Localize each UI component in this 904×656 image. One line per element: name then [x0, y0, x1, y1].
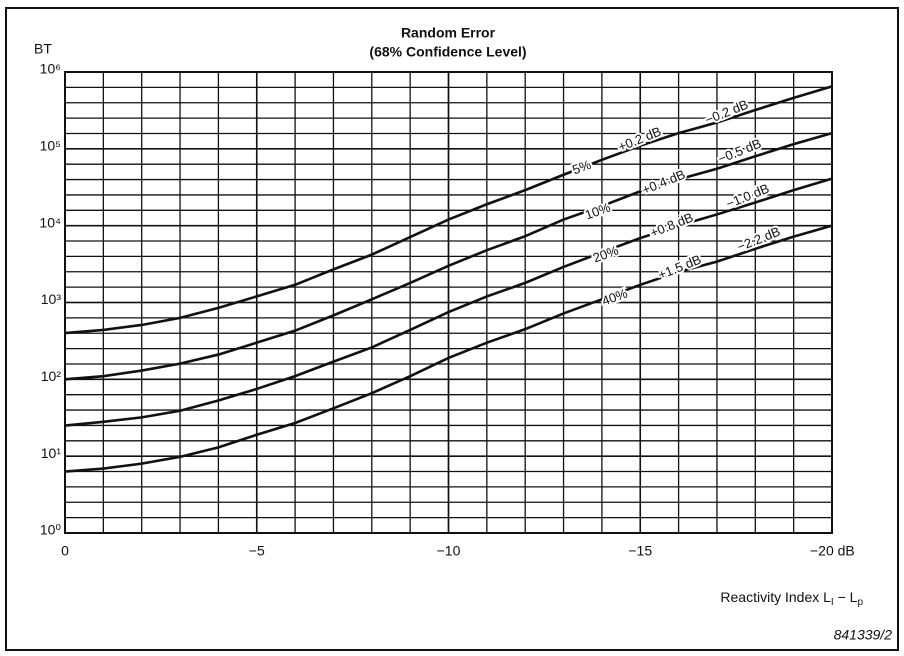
chart-subtitle: (68% Confidence Level) — [369, 44, 526, 60]
figure-code: 841339/2 — [834, 627, 893, 643]
chart-title: Random Error — [401, 25, 496, 41]
error-label: −2.2 dB — [735, 224, 783, 255]
curve-label: 10% — [583, 199, 613, 222]
error-label: +0.4 dB — [640, 167, 688, 198]
curve-label: 20% — [591, 242, 621, 265]
x-axis-label: Reactivity Index LI − Lp — [720, 589, 863, 608]
y-tick-label: 10⁵ — [40, 138, 61, 154]
curve — [64, 85, 833, 335]
y-tick-label: 10² — [41, 368, 62, 384]
x-tick-label: −20 dB — [810, 543, 855, 559]
curve — [64, 224, 833, 473]
x-axis-label-part: I — [831, 597, 834, 608]
x-axis-label-part: − L — [834, 589, 858, 605]
x-axis-label-part: p — [857, 597, 863, 608]
x-tick-label: −15 — [628, 543, 652, 559]
error-label: +0.8 dB — [648, 210, 696, 241]
y-tick-label: 10¹ — [41, 445, 62, 461]
curve — [64, 177, 833, 427]
curve — [64, 131, 833, 381]
error-label: −1.0 dB — [724, 181, 772, 212]
curve-label: 5% — [570, 157, 593, 178]
y-tick-label: 10⁴ — [39, 214, 61, 230]
y-tick-label: 10³ — [41, 291, 62, 307]
plot-frame — [64, 71, 833, 534]
x-tick-label: −5 — [249, 543, 265, 559]
x-tick-label: 0 — [61, 543, 69, 559]
outer-frame — [5, 7, 899, 651]
curve-label: 40% — [600, 285, 630, 308]
error-label: −0.2 dB — [703, 97, 751, 128]
x-axis-label-part: Reactivity Index L — [720, 589, 831, 605]
y-tick-label: 10⁶ — [40, 61, 61, 77]
x-tick-label: −10 — [437, 543, 461, 559]
y-axis-label: BT — [34, 41, 52, 57]
y-tick-label: 10⁰ — [40, 522, 62, 538]
